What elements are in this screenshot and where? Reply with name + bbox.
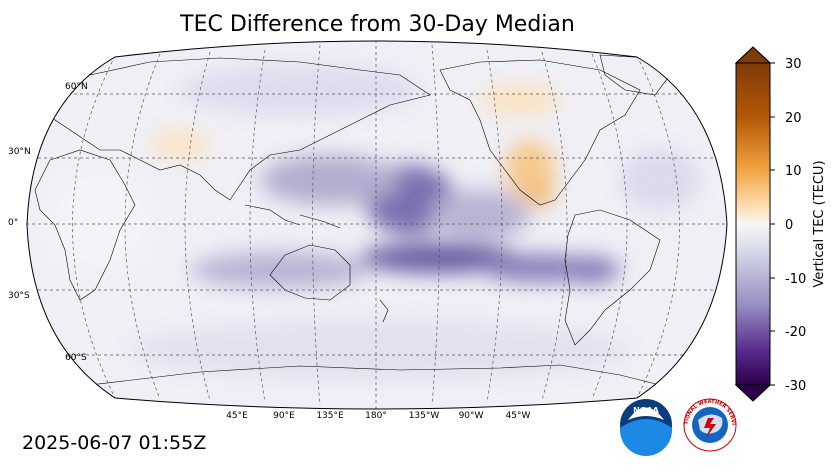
lon-label-45w: 45°W [506, 411, 531, 421]
tec-anomaly-field [50, 65, 700, 380]
longitude-labels: 45°E 90°E 135°E 180° 135°W 90°W 45°W [226, 411, 530, 421]
lon-label-135w: 135°W [409, 411, 440, 421]
map-title: TEC Difference from 30-Day Median [180, 12, 575, 37]
latitude-labels: 60°N 30°N 0° 30°S 60°S [8, 82, 88, 363]
colorbar-tick-0: 0 [785, 218, 793, 233]
lon-label-135e: 135°E [316, 411, 344, 421]
noaa-logo: NOAA [620, 399, 672, 456]
colorbar-label: Vertical TEC (TECU) [812, 160, 827, 287]
lon-label-90w: 90°W [459, 411, 484, 421]
colorbar-tick-30: 30 [785, 57, 802, 72]
colorbar-tick-neg30: -30 [785, 379, 806, 394]
lon-label-45e: 45°E [226, 411, 248, 421]
lat-label-30s: 30°S [8, 291, 30, 301]
lon-label-180: 180° [365, 411, 387, 421]
colorbar-tick-20: 20 [785, 111, 802, 126]
lon-label-90e: 90°E [273, 411, 295, 421]
lat-label-eq: 0° [8, 218, 18, 228]
graticule [27, 41, 727, 409]
lat-label-60n: 60°N [65, 82, 88, 92]
colorbar-tick-neg20: -20 [785, 325, 806, 340]
timestamp: 2025-06-07 01:55Z [22, 432, 207, 454]
lat-label-60s: 60°S [65, 353, 87, 363]
map-globe [27, 41, 727, 409]
noaa-logo-text: NOAA [633, 406, 659, 415]
colorbar-tick-neg10: -10 [785, 272, 806, 287]
colorbar: 30 20 10 0 -10 -20 -30 Vertical TEC (TEC… [734, 46, 827, 402]
globe-outline [26, 40, 728, 410]
lat-label-30n: 30°N [8, 147, 31, 157]
colorbar-tick-10: 10 [785, 164, 802, 179]
